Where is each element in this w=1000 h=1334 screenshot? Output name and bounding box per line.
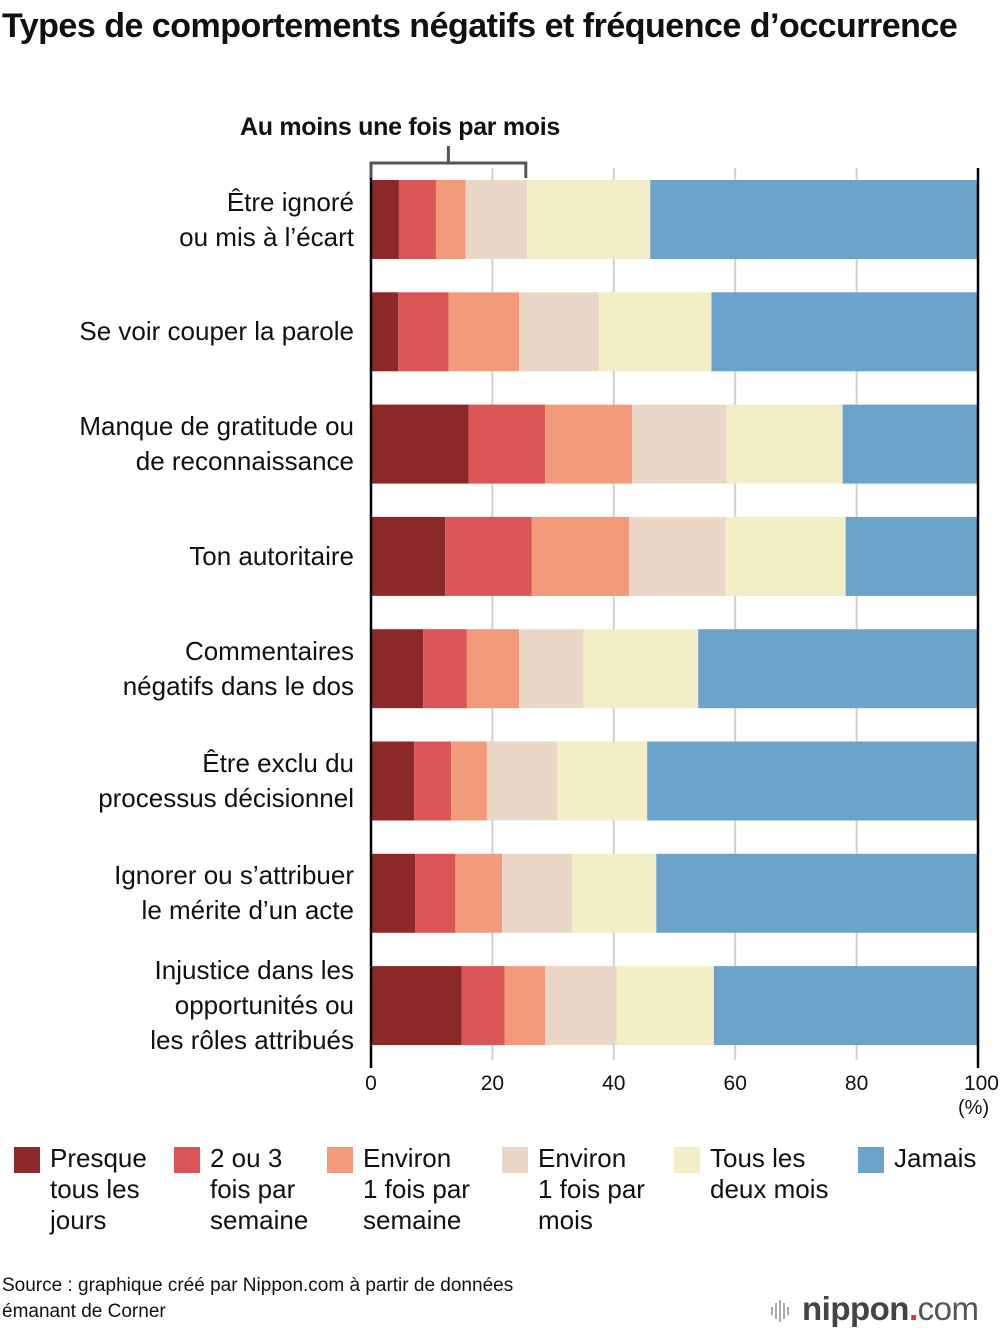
bar-segment xyxy=(531,516,629,596)
legend-swatch xyxy=(674,1147,700,1173)
bar-segment xyxy=(371,966,462,1046)
bar-segment xyxy=(583,629,699,709)
bar-segment xyxy=(398,180,436,259)
bracket-annotation-label: Au moins une fois par mois xyxy=(240,113,561,141)
logo-bars-icon xyxy=(771,1300,789,1323)
bar-segment xyxy=(371,741,415,821)
bar-segment xyxy=(557,741,648,821)
bar-segment xyxy=(713,966,978,1046)
stacked-bar-chart: 0 20 40 60 80 100 xyxy=(365,146,999,1095)
legend-label: Environ 1 fois par semaine xyxy=(363,1143,470,1235)
category-label: Injustice dans les opportunités ou les r… xyxy=(150,955,354,1056)
category-label: Ignorer ou s’attribuer le mérite d’un ac… xyxy=(114,860,354,926)
legend-swatch xyxy=(14,1147,40,1173)
legend-swatch xyxy=(502,1147,528,1173)
bar-segment xyxy=(650,180,978,259)
bar-segment xyxy=(423,629,467,709)
bar-segment xyxy=(632,404,727,484)
x-tick-label: 0 xyxy=(365,1072,377,1095)
bar-segment xyxy=(468,404,546,484)
bar-segment xyxy=(371,292,399,372)
legend-label: Tous les deux mois xyxy=(710,1143,829,1204)
bar-segment xyxy=(455,853,503,933)
category-label: Être exclu du processus décisionnel xyxy=(98,748,354,813)
source-note: Source : graphique créé par Nippon.com à… xyxy=(2,1275,514,1322)
bar-segment xyxy=(711,292,978,372)
bar-segment xyxy=(647,741,978,821)
bar-segment xyxy=(519,629,584,709)
category-label: Être ignoré ou mis à l’écart xyxy=(179,186,354,252)
nippon-logo: nippon.com xyxy=(770,1290,979,1328)
bar-segment xyxy=(599,292,712,372)
bar-segment xyxy=(842,404,978,484)
bar-segment xyxy=(465,180,527,259)
legend-swatch xyxy=(327,1147,353,1173)
category-label: Manque de gratitude ou de reconnaissance xyxy=(79,411,354,477)
bar-segment xyxy=(371,180,399,259)
chart-title: Types de comportements négatifs et fréqu… xyxy=(2,7,958,45)
bar-segment xyxy=(726,404,843,484)
bar-segment xyxy=(502,853,572,933)
bar-segment xyxy=(414,741,452,821)
bar-segment xyxy=(398,292,449,372)
bar-segment xyxy=(845,516,978,596)
legend-label: Environ 1 fois par mois xyxy=(538,1143,645,1235)
bar-segment xyxy=(371,629,424,709)
legend-label: Presque tous les jours xyxy=(50,1143,147,1235)
category-label: Ton autoritaire xyxy=(189,540,354,571)
legend-label: Jamais xyxy=(894,1143,977,1173)
bar-segment xyxy=(725,516,846,596)
bar-segment xyxy=(448,292,520,372)
bar-segment xyxy=(371,404,469,484)
bar-segment xyxy=(466,629,520,709)
bar-segment xyxy=(628,516,726,596)
bar-segment xyxy=(616,966,714,1046)
logo-name: nippon xyxy=(802,1290,909,1327)
bar-segment xyxy=(656,853,978,933)
bar-segment xyxy=(461,966,505,1046)
bar-segment xyxy=(526,180,651,259)
x-tick-label: 80 xyxy=(845,1072,868,1095)
logo-dot: . xyxy=(908,1290,918,1327)
bar-segment xyxy=(698,629,978,709)
bar-segment xyxy=(435,180,466,259)
legend-swatch xyxy=(858,1147,884,1173)
x-axis-unit-label: (%) xyxy=(958,1097,990,1119)
bar-segment xyxy=(545,404,633,484)
x-tick-label: 60 xyxy=(724,1072,747,1095)
legend-label: 2 ou 3 fois par semaine xyxy=(210,1143,309,1235)
bar-segment xyxy=(445,516,532,596)
x-tick-label: 20 xyxy=(481,1072,504,1095)
category-label: Se voir couper la parole xyxy=(79,316,354,347)
bracket-line xyxy=(369,161,528,178)
bar-segment xyxy=(415,853,456,933)
bar-segment xyxy=(451,741,487,821)
bar-segment xyxy=(545,966,617,1046)
bar-segment xyxy=(371,853,416,933)
bar-segment xyxy=(504,966,546,1046)
category-label: Commentaires négatifs dans le dos xyxy=(122,635,354,701)
bar-segment xyxy=(486,741,558,821)
x-tick-label: 40 xyxy=(602,1072,625,1095)
legend-swatch xyxy=(174,1147,200,1173)
logo-tld: com xyxy=(917,1290,979,1327)
bar-segment xyxy=(571,853,657,933)
bar-segment xyxy=(519,292,600,372)
bar-segment xyxy=(371,516,446,596)
x-tick-label: 100 xyxy=(964,1072,999,1095)
